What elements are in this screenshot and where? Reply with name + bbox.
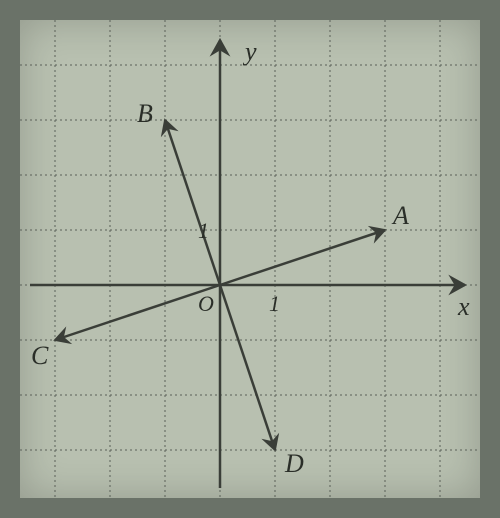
vector-label-d: D	[284, 449, 304, 478]
vector-b	[165, 120, 220, 285]
coordinate-plot: y x O 1 1 A B C D	[20, 20, 480, 498]
grid	[20, 20, 480, 498]
plot-svg: y x O 1 1 A B C D	[20, 20, 480, 498]
origin-label: O	[198, 291, 214, 316]
vector-label-c: C	[31, 341, 49, 370]
vector-a	[220, 230, 385, 285]
vector-d	[220, 285, 275, 450]
x-axis-label: x	[457, 292, 470, 321]
vector-c	[55, 285, 220, 340]
unit-x-label: 1	[269, 291, 280, 316]
vector-label-a: A	[391, 201, 409, 230]
unit-y-label: 1	[198, 218, 209, 243]
axes	[30, 40, 465, 488]
y-axis-label: y	[242, 37, 257, 66]
vector-label-b: B	[137, 99, 153, 128]
labels: y x O 1 1 A B C D	[31, 37, 470, 478]
